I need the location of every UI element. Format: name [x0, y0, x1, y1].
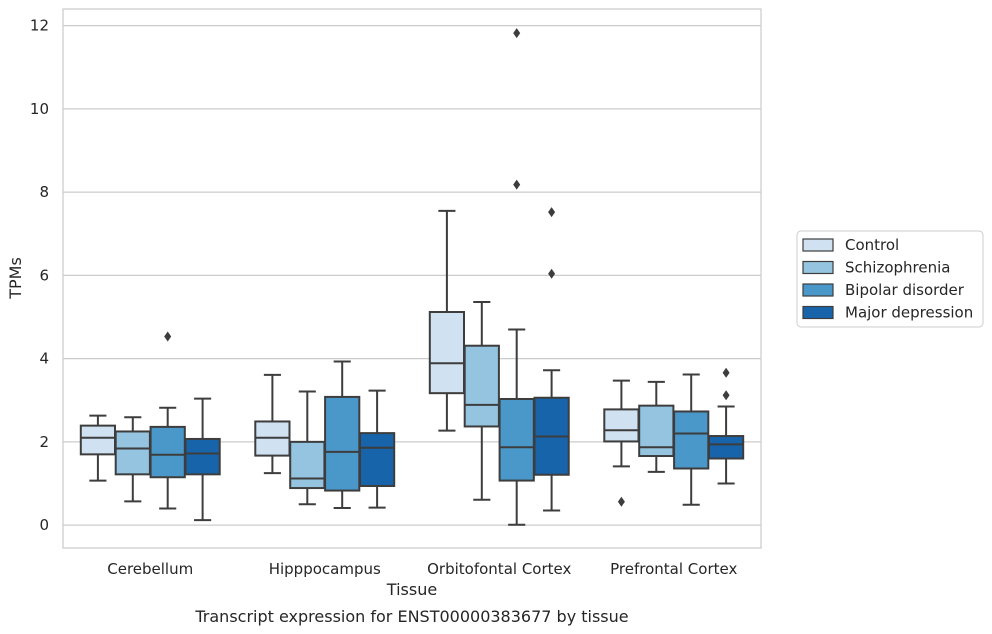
box — [638, 404, 675, 458]
box — [184, 437, 221, 476]
box — [673, 410, 710, 470]
x-tick-label: Prefrontal Cortex — [610, 560, 737, 578]
outlier-point — [164, 331, 172, 342]
x-axis: Cerebellum Hipppocampus Orbitofontal Corte… — [107, 560, 737, 578]
box — [428, 311, 466, 395]
box — [707, 435, 745, 460]
y-tick-label: 0 — [39, 516, 49, 534]
legend-label: Control — [845, 236, 899, 254]
y-axis-label: TPMs — [6, 257, 25, 300]
box — [149, 425, 186, 479]
box — [463, 344, 500, 428]
legend-swatch — [802, 283, 834, 297]
box-group — [707, 367, 745, 485]
x-axis-label: Tissue — [386, 580, 437, 599]
box-group — [324, 360, 361, 510]
box — [498, 397, 535, 482]
legend-label: Bipolar disorder — [845, 281, 965, 299]
outlier-point — [722, 390, 730, 401]
box-group — [463, 301, 500, 501]
y-tick-label: 12 — [30, 17, 49, 35]
box-group — [149, 331, 186, 510]
outlier-point — [513, 28, 521, 39]
outlier-point — [548, 268, 556, 279]
box — [358, 432, 396, 487]
box-group — [428, 209, 466, 432]
box — [603, 408, 640, 443]
outlier-point — [617, 496, 625, 507]
legend-label: Major depression — [845, 304, 973, 322]
outlier-point — [513, 179, 521, 190]
box-group — [638, 380, 675, 473]
outlier-point — [548, 207, 556, 218]
box-group — [498, 28, 535, 526]
box-group — [289, 390, 326, 506]
box-group — [114, 416, 151, 503]
y-axis: 0 2 4 6 8 10 12 — [30, 17, 49, 534]
box-group — [254, 373, 291, 475]
x-tick-label: Cerebellum — [107, 560, 193, 578]
y-tick-label: 6 — [39, 266, 49, 284]
box — [324, 395, 361, 492]
legend-swatch — [802, 260, 834, 275]
legend: Control Schizophrenia Bipolar disorder Majo… — [796, 230, 984, 328]
legend-items: Control Schizophrenia Bipolar disorder Majo… — [802, 236, 973, 322]
plot-frame — [62, 8, 762, 549]
y-tick-label: 2 — [39, 433, 49, 451]
box-group — [184, 397, 221, 522]
outlier-point — [722, 367, 730, 378]
x-tick-label: Orbitofontal Cortex — [427, 560, 571, 578]
box — [79, 424, 117, 456]
legend-label: Schizophrenia — [845, 259, 950, 277]
chart-title: Transcript expression for ENST0000038367… — [194, 607, 628, 626]
legend-frame — [796, 230, 984, 328]
box — [114, 430, 151, 476]
box-group — [358, 389, 396, 509]
y-tick-label: 10 — [30, 100, 49, 118]
box-group — [603, 379, 640, 507]
y-tick-label: 4 — [39, 350, 49, 368]
box — [289, 440, 326, 490]
y-tick-label: 8 — [39, 183, 49, 201]
box-layer — [79, 28, 745, 526]
legend-swatch — [802, 305, 834, 320]
box-group — [533, 207, 570, 512]
legend-swatch — [802, 238, 834, 252]
x-tick-label: Hipppocampus — [269, 560, 381, 578]
